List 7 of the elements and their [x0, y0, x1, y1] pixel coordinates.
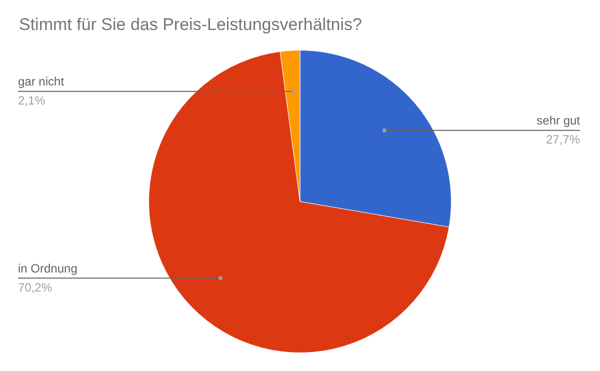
slice-label: gar nicht — [18, 74, 65, 89]
data-label: 27,7% — [546, 132, 580, 147]
slice-label: sehr gut — [536, 114, 581, 128]
data-label: 2,1% — [18, 94, 46, 108]
chart-title: Stimmt für Sie das Preis-Leistungsverhältnis? — [19, 15, 362, 35]
slice-label: in Ordnung — [18, 261, 78, 276]
data-label: 70,2% — [18, 280, 52, 294]
